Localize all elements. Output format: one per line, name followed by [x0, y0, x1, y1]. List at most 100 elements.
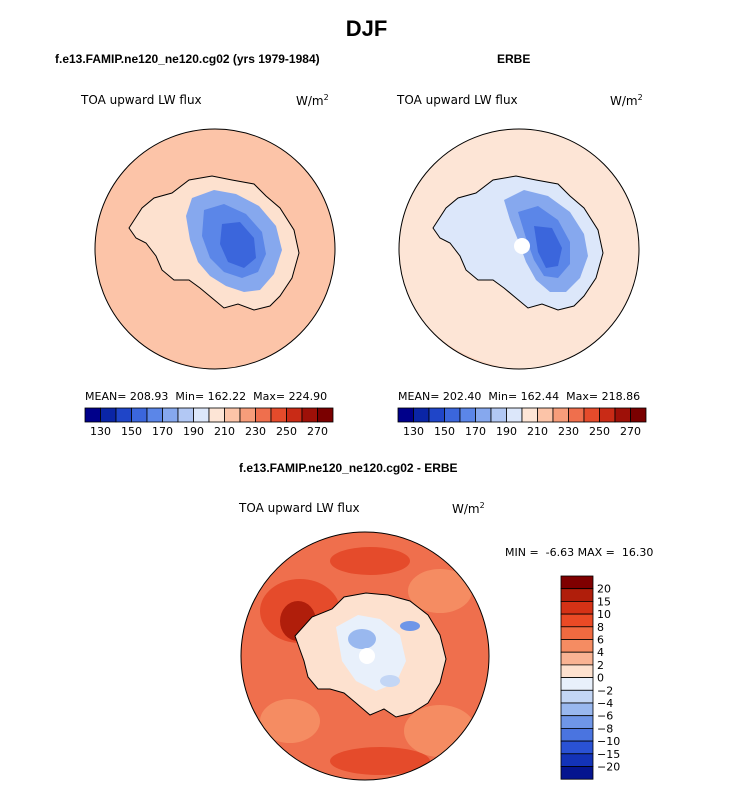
colorbar-box — [239, 407, 256, 423]
colorbar-box — [490, 407, 507, 423]
colorbar-tick-label: 2 — [597, 659, 604, 672]
panel-3-units-label: W/m2 — [452, 501, 485, 516]
colorbar-box — [614, 407, 631, 423]
colorbar-tick-label: 250 — [589, 425, 610, 438]
colorbar-box — [537, 407, 554, 423]
colorbar-box — [630, 407, 647, 423]
colorbar-box — [84, 407, 101, 423]
plateau-core — [534, 226, 562, 268]
anomaly-patch — [330, 747, 430, 775]
coastline — [128, 175, 300, 311]
colorbar-box — [560, 715, 594, 729]
colorbar-box — [131, 407, 148, 423]
negative-patch — [380, 675, 400, 687]
mean-label: MEAN= — [398, 390, 440, 403]
colorbar-box — [560, 588, 594, 602]
units-exponent: 2 — [637, 93, 643, 102]
colorbar-tick-label: 130 — [403, 425, 424, 438]
colorbar-tick-label: 15 — [597, 595, 611, 608]
colorbar-tick-label: 250 — [276, 425, 297, 438]
colorbar-box — [475, 407, 492, 423]
panel-2-stats: MEAN= 202.40 Min= 162.44 Max= 218.86 — [398, 390, 640, 403]
colorbar-box — [317, 407, 334, 423]
colorbar-tick-label: 270 — [620, 425, 641, 438]
panel-2-units-label: W/m2 — [610, 93, 643, 108]
negative-patch — [348, 629, 376, 649]
colorbar-box — [552, 407, 569, 423]
colorbar-tick-label: 130 — [90, 425, 111, 438]
max-label: Max= — [566, 390, 599, 403]
colorbar-tick-label: 190 — [183, 425, 204, 438]
plateau-core — [220, 222, 256, 268]
colorbar-tick-label: −8 — [597, 722, 613, 735]
anomaly-patch — [404, 705, 476, 757]
no-data-pole — [514, 238, 530, 254]
map-difference — [240, 531, 490, 781]
anomaly-patch — [330, 547, 410, 575]
colorbar-box — [599, 407, 616, 423]
colorbar-box — [413, 407, 430, 423]
panel-3-minmax: MIN = -6.63 MAX = 16.30 — [505, 546, 654, 559]
colorbar-box — [444, 407, 461, 423]
map-border — [94, 128, 336, 370]
colorbar-box — [583, 407, 600, 423]
colorbar-box — [560, 677, 594, 691]
coastline — [294, 592, 447, 718]
colorbar-model: 130 150 170 190 210 230 250 270 — [84, 407, 334, 438]
anomaly-patch — [408, 569, 472, 613]
colorbar-box — [286, 407, 303, 423]
colorbar-box — [224, 407, 241, 423]
colorbar-tick-label: 270 — [307, 425, 328, 438]
colorbar-box — [560, 600, 594, 615]
max-value: 224.90 — [288, 390, 328, 403]
mean-value: 208.93 — [129, 390, 169, 403]
colorbar-tick-label: 210 — [214, 425, 235, 438]
colorbar-box — [560, 753, 594, 767]
units-exponent: 2 — [479, 501, 485, 510]
colorbar-box — [506, 407, 523, 423]
colorbar-box — [560, 689, 594, 704]
map-border — [398, 128, 640, 370]
colorbar-box — [428, 407, 445, 423]
colorbar-tick-label: 170 — [152, 425, 173, 438]
colorbar-tick-label: 10 — [597, 608, 611, 621]
colorbar-tick-label: 190 — [496, 425, 517, 438]
min-label: Min= — [175, 390, 205, 403]
units-exponent: 2 — [323, 93, 329, 102]
units-base: W/m — [452, 502, 480, 516]
panel-2-title: ERBE — [497, 52, 531, 66]
colorbar-box — [560, 664, 594, 679]
colorbar-tick-label: 20 — [597, 583, 611, 596]
colorbar-tick-label: −20 — [597, 761, 620, 774]
colorbar-tick-label: 4 — [597, 646, 604, 659]
colorbar-tick-label: 230 — [245, 425, 266, 438]
colorbar-tick-label: 230 — [558, 425, 579, 438]
colorbar-box — [560, 740, 594, 755]
colorbar-box — [301, 407, 318, 423]
colorbar-tick-label: 210 — [527, 425, 548, 438]
panel-3-title: f.e13.FAMIP.ne120_ne120.cg02 - ERBE — [239, 461, 458, 475]
colorbar-box — [560, 639, 594, 653]
min-value: 162.22 — [207, 390, 247, 403]
colorbar-tick-label: −6 — [597, 710, 613, 723]
colorbar-box — [255, 407, 272, 423]
colorbar-tick-label: 150 — [434, 425, 455, 438]
map-model — [94, 128, 336, 370]
colorbar-box — [560, 613, 594, 628]
colorbar-tick-label: 0 — [597, 672, 604, 685]
colorbar-tick-label: 150 — [121, 425, 142, 438]
colorbar-box — [521, 407, 538, 423]
colorbar-box — [100, 407, 117, 423]
panel-1-variable-label: TOA upward LW flux — [81, 93, 202, 107]
colorbar-observation: 130 150 170 190 210 230 250 270 — [397, 407, 647, 438]
mean-label: MEAN= — [85, 390, 127, 403]
colorbar-box — [177, 407, 194, 423]
min-label: Min= — [488, 390, 518, 403]
colorbar-box — [459, 407, 476, 423]
negative-patch — [400, 621, 420, 631]
colorbar-box — [560, 626, 594, 640]
colorbar-box — [560, 702, 594, 717]
colorbar-box — [560, 575, 594, 590]
panel-1-stats: MEAN= 208.93 Min= 162.22 Max= 224.90 — [85, 390, 327, 403]
